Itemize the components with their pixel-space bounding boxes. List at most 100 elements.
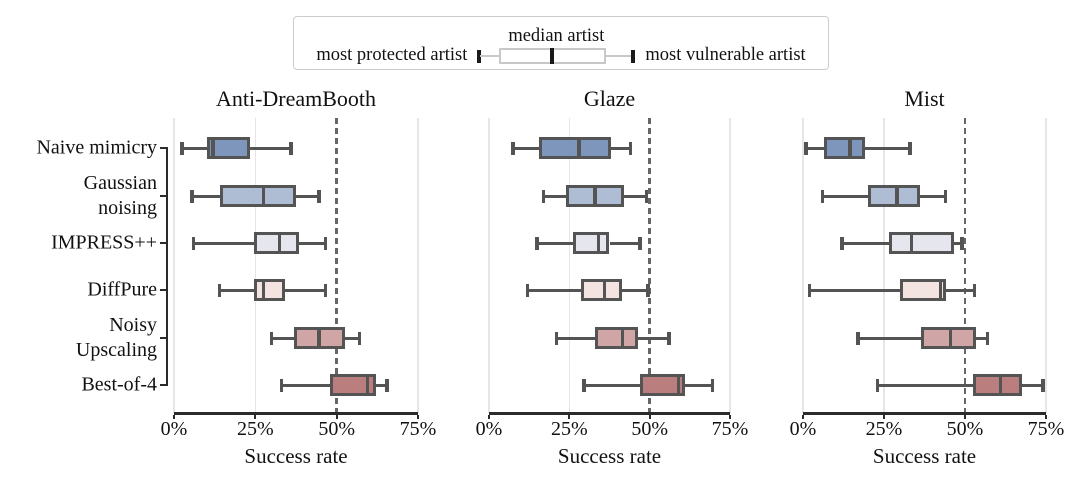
whisker-cap-high bbox=[1041, 378, 1045, 392]
whisker-cap-high bbox=[646, 283, 650, 297]
whisker-high bbox=[945, 288, 975, 292]
box-diffpure bbox=[580, 279, 623, 301]
x-axis-label: Success rate bbox=[557, 444, 662, 468]
whisker-cap-high bbox=[985, 331, 990, 345]
whisker-cap-low bbox=[820, 189, 825, 203]
median-line bbox=[211, 140, 215, 156]
x-axis-ticklabel: 25% bbox=[550, 418, 588, 440]
reference-line-50pct bbox=[335, 118, 338, 413]
x-axis-ticklabel: 50% bbox=[631, 418, 668, 440]
whisker-cap-low bbox=[541, 189, 546, 203]
whisker-low bbox=[583, 383, 640, 387]
whisker-low bbox=[191, 194, 220, 198]
whisker-cap-low bbox=[191, 236, 196, 250]
x-axis-spine bbox=[489, 412, 730, 415]
whisker-cap-low bbox=[804, 141, 808, 155]
y-axis-tick bbox=[159, 289, 166, 291]
legend-glyph-left-whisker bbox=[480, 55, 501, 57]
whisker-high bbox=[1021, 383, 1043, 387]
panel-title-mist: Mist bbox=[904, 86, 945, 111]
whisker-high bbox=[375, 383, 388, 387]
y-axis-spine bbox=[165, 147, 168, 386]
box-impress- bbox=[888, 232, 954, 254]
median-line bbox=[938, 282, 943, 298]
x-axis-tick bbox=[648, 414, 651, 419]
box-diffpure bbox=[900, 279, 946, 301]
gridline bbox=[883, 118, 885, 413]
whisker-cap-high bbox=[710, 378, 715, 392]
x-axis-ticklabel: 0% bbox=[160, 418, 188, 440]
median-line bbox=[261, 188, 266, 204]
whisker-cap-low bbox=[525, 283, 530, 297]
y-axis-tick bbox=[159, 195, 166, 197]
whisker-low bbox=[809, 288, 901, 292]
x-axis-label: Success rate bbox=[244, 444, 348, 468]
whisker-low bbox=[182, 146, 207, 150]
box-impress- bbox=[253, 232, 300, 254]
whisker-high bbox=[609, 241, 641, 245]
whisker-cap-low bbox=[807, 283, 812, 297]
whisker-cap-high bbox=[385, 378, 389, 392]
median-line bbox=[998, 377, 1003, 393]
x-axis-spine bbox=[174, 412, 418, 415]
y-axis-label-diffpure: DiffPure bbox=[87, 278, 157, 301]
whisker-high bbox=[638, 336, 669, 340]
whisker-low bbox=[281, 383, 331, 387]
x-axis-tick bbox=[802, 414, 804, 419]
reference-line-50pct bbox=[648, 118, 651, 413]
whisker-low bbox=[841, 241, 889, 245]
whisker-low bbox=[556, 336, 596, 340]
whisker-low bbox=[543, 194, 567, 198]
whisker-high bbox=[250, 146, 292, 150]
median-line bbox=[948, 330, 953, 346]
x-axis-tick bbox=[254, 414, 257, 419]
x-axis-tick bbox=[417, 414, 419, 419]
legend-label-most-protected-artist: most protected artist bbox=[316, 45, 468, 65]
gridline bbox=[729, 118, 731, 413]
gridline bbox=[417, 118, 419, 413]
legend-label-most-vulnerable-artist: most vulnerable artist bbox=[645, 45, 806, 65]
whisker-high bbox=[976, 336, 988, 340]
whisker-high bbox=[864, 146, 910, 150]
whisker-cap-high bbox=[644, 189, 649, 203]
median-line bbox=[895, 188, 899, 204]
median-line bbox=[277, 235, 282, 251]
y-axis-label-impress-: IMPRESS++ bbox=[51, 231, 157, 254]
whisker-cap-high bbox=[323, 236, 328, 250]
gridline bbox=[568, 118, 571, 413]
reference-line-50pct bbox=[963, 118, 967, 413]
whisker-high bbox=[685, 383, 713, 387]
x-axis-ticklabel: 25% bbox=[236, 418, 274, 440]
y-axis-tick bbox=[159, 384, 166, 386]
legend-glyph-right-cap-icon bbox=[631, 49, 635, 63]
whisker-low bbox=[877, 383, 974, 387]
legend-glyph-left-cap-icon bbox=[477, 49, 481, 63]
x-axis-tick bbox=[335, 414, 338, 419]
whisker-low bbox=[537, 241, 573, 245]
box-naive-mimicry bbox=[206, 137, 251, 159]
whisker-cap-low bbox=[279, 378, 284, 392]
x-axis-tick bbox=[964, 414, 966, 419]
x-axis-ticklabel: 0% bbox=[789, 418, 817, 440]
box-best-of-4 bbox=[973, 374, 1022, 396]
gridline bbox=[173, 118, 175, 413]
x-axis-ticklabel: 0% bbox=[475, 418, 503, 440]
whisker-high bbox=[623, 194, 647, 198]
box-gaussian-noising bbox=[867, 185, 920, 207]
whisker-high bbox=[284, 288, 326, 292]
median-line bbox=[577, 140, 581, 156]
whisker-cap-high bbox=[908, 141, 912, 155]
gridline bbox=[254, 118, 257, 413]
whisker-high bbox=[344, 336, 360, 340]
median-line bbox=[261, 282, 266, 298]
whisker-cap-high bbox=[289, 141, 293, 155]
x-axis-label: Success rate bbox=[872, 444, 977, 468]
x-axis-ticklabel: 75% bbox=[711, 418, 749, 440]
whisker-cap-low bbox=[269, 331, 274, 345]
whisker-high bbox=[953, 241, 962, 245]
legend-glyph-row bbox=[477, 47, 635, 65]
median-line bbox=[676, 377, 681, 393]
whisker-low bbox=[219, 288, 254, 292]
whisker-low bbox=[527, 288, 581, 292]
y-axis-tick bbox=[159, 337, 166, 339]
